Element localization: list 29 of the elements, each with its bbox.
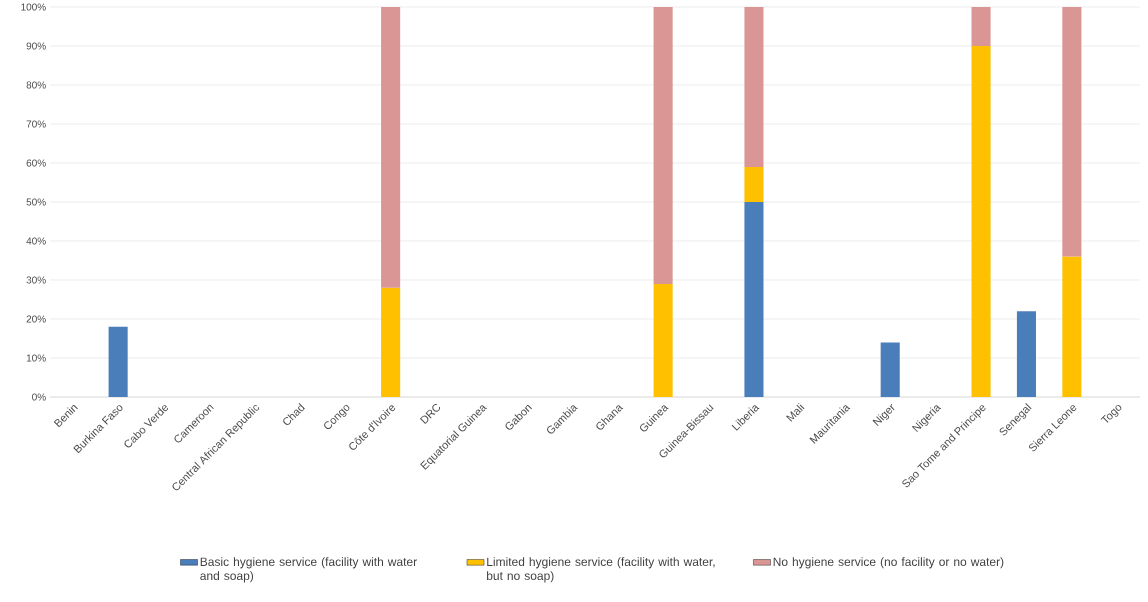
bar bbox=[744, 202, 764, 397]
bar bbox=[381, 6, 401, 288]
x-tick-label: Togo bbox=[1100, 404, 1122, 423]
legend-label: Basic hygiene service (facility with water and soap) bbox=[200, 557, 417, 583]
bar bbox=[744, 6, 764, 167]
bar bbox=[1016, 311, 1036, 397]
bar bbox=[1062, 6, 1082, 257]
y-tick-label: 60% bbox=[26, 159, 46, 167]
bar bbox=[971, 6, 991, 46]
legend-label: Limited hygiene service (facility with water, but no soap) bbox=[487, 557, 715, 583]
y-tick-label: 90% bbox=[26, 42, 46, 50]
bar bbox=[653, 6, 673, 284]
legend-label: No hygiene service (no facility or no water) bbox=[773, 557, 1004, 569]
y-tick-label: 30% bbox=[26, 276, 46, 284]
bar bbox=[653, 283, 673, 397]
y-tick-label: 20% bbox=[26, 315, 46, 323]
y-tick-label: 100% bbox=[21, 3, 46, 11]
y-tick-label: 50% bbox=[26, 198, 46, 206]
bar bbox=[744, 166, 764, 202]
y-tick-label: 70% bbox=[26, 120, 46, 128]
bar bbox=[971, 45, 991, 397]
bar bbox=[1062, 256, 1082, 397]
bar bbox=[880, 342, 900, 397]
y-tick-label: 40% bbox=[26, 237, 46, 245]
y-tick-label: 0% bbox=[32, 393, 46, 401]
bar bbox=[381, 287, 401, 397]
y-tick-label: 10% bbox=[26, 354, 46, 362]
y-tick-label: 80% bbox=[26, 81, 46, 89]
bar bbox=[108, 326, 128, 397]
